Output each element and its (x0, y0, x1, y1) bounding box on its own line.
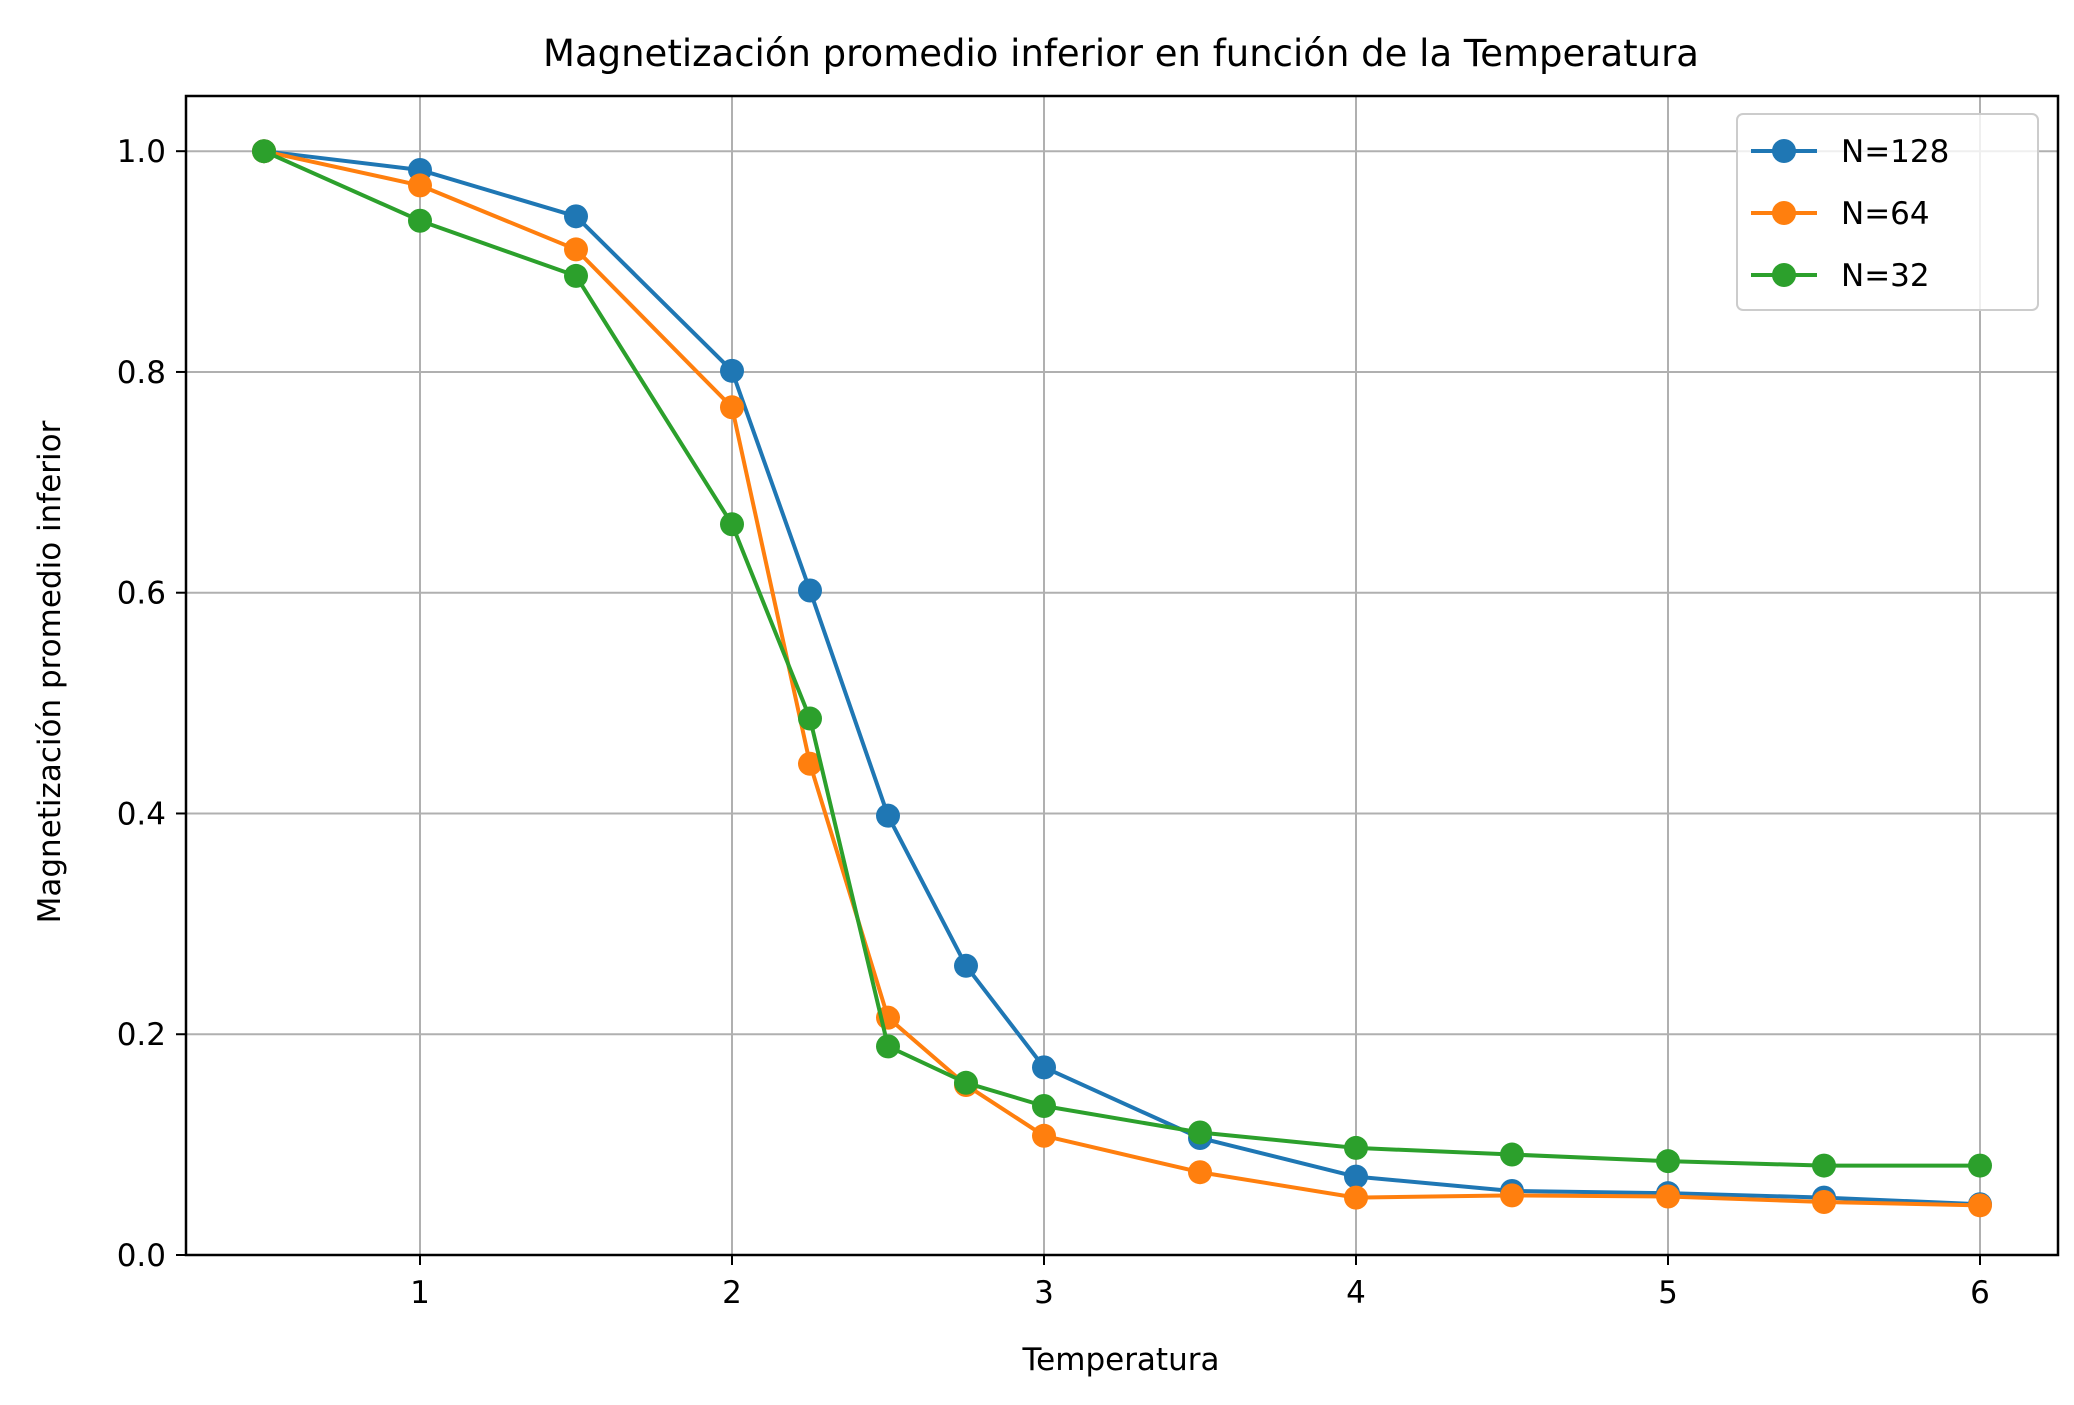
data-point (564, 263, 588, 288)
legend-box (1736, 113, 2039, 311)
x-tick-label: 5 (1658, 1275, 1678, 1311)
legend: N=128 N=64 N=32 (1736, 113, 2039, 311)
data-point (720, 358, 744, 383)
legend-marker (1772, 139, 1796, 163)
y-tick-label: 0.0 (117, 1238, 166, 1274)
y-tick-label: 0.4 (117, 796, 166, 832)
legend-label: N=32 (1841, 258, 1930, 294)
data-point (1500, 1142, 1524, 1167)
data-point (798, 578, 822, 603)
data-point (252, 139, 276, 164)
data-point (1344, 1135, 1368, 1160)
x-axis-label: Temperatura (1022, 1342, 1220, 1378)
legend-marker (1772, 201, 1796, 225)
y-tick-label: 0.2 (117, 1017, 166, 1053)
x-tick-label: 3 (1034, 1275, 1054, 1311)
x-tick-label: 2 (722, 1275, 742, 1311)
data-point (1032, 1093, 1056, 1118)
data-point (954, 1070, 978, 1095)
data-point (1188, 1120, 1212, 1145)
data-point (1656, 1184, 1680, 1209)
y-axis-label: Magnetización promedio inferior (32, 420, 68, 923)
series-line (263, 149, 1981, 1207)
series-layer (252, 139, 1992, 1218)
data-point (564, 237, 588, 262)
data-point (1812, 1153, 1836, 1178)
data-point (1032, 1055, 1056, 1080)
data-point (798, 706, 822, 731)
data-point (954, 953, 978, 978)
data-point (1344, 1164, 1368, 1189)
data-point (408, 208, 432, 233)
ticks: 1 2 3 4 5 6 0.0 0.2 0.4 0.6 0.8 1.0 (117, 134, 1990, 1311)
y-tick-label: 0.6 (117, 576, 166, 612)
plot-frame (184, 94, 2060, 1257)
x-tick-label: 4 (1346, 1275, 1366, 1311)
data-point (1500, 1183, 1524, 1208)
legend-label: N=64 (1841, 196, 1930, 232)
series-line (263, 149, 1980, 1168)
data-point (1968, 1193, 1992, 1218)
chart-title: Magnetización promedio inferior en funci… (543, 32, 1699, 75)
data-point (408, 173, 432, 198)
data-point (1344, 1185, 1368, 1210)
data-point (876, 1034, 900, 1059)
legend-label: N=128 (1841, 134, 1949, 170)
data-point (1032, 1123, 1056, 1148)
x-tick-label: 1 (410, 1275, 430, 1311)
series-line (263, 149, 1981, 1208)
data-point (1812, 1190, 1836, 1215)
data-point (876, 803, 900, 828)
data-point (720, 512, 744, 537)
x-tick-label: 6 (1970, 1275, 1990, 1311)
legend-marker (1772, 263, 1796, 287)
y-tick-label: 1.0 (117, 134, 166, 170)
y-tick-label: 0.8 (117, 355, 166, 391)
data-point (1656, 1149, 1680, 1174)
data-point (720, 395, 744, 420)
data-point (1188, 1160, 1212, 1185)
data-point (1968, 1153, 1992, 1178)
data-point (798, 751, 822, 776)
data-point (564, 204, 588, 229)
series-n-32 (252, 139, 1992, 1178)
